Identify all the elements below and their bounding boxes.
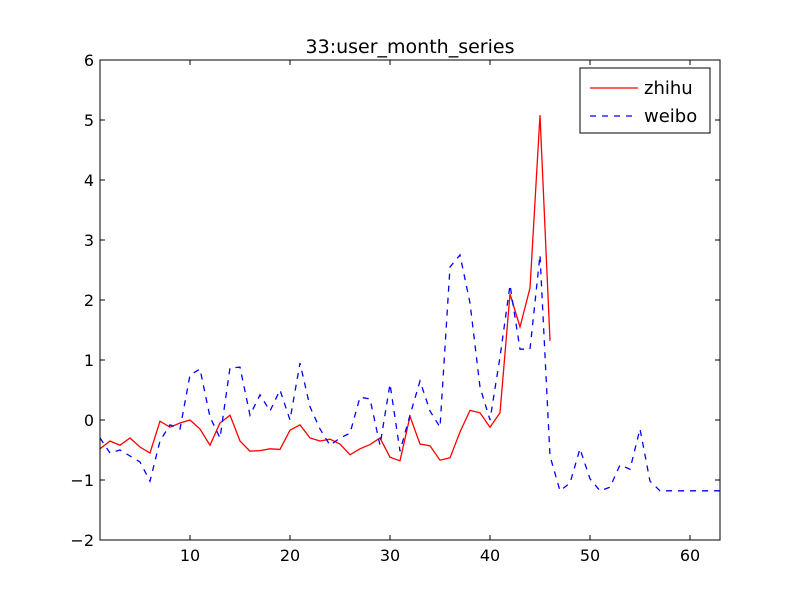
series-line-weibo xyxy=(100,253,720,492)
y-tick-label: 5 xyxy=(84,111,94,130)
x-tick-label: 40 xyxy=(480,546,500,565)
y-tick-label: −1 xyxy=(70,471,94,490)
legend-label-zhihu: zhihu xyxy=(644,78,693,99)
legend-box xyxy=(579,67,711,134)
x-tick-label: 50 xyxy=(580,546,600,565)
y-tick-label: 6 xyxy=(84,51,94,70)
y-tick-label: −2 xyxy=(70,531,94,550)
chart-title: 33:user_month_series xyxy=(306,36,515,58)
series-line-zhihu xyxy=(100,115,551,462)
x-tick-label: 10 xyxy=(180,546,200,565)
y-tick-label: 0 xyxy=(84,411,94,430)
legend: zhihu weibo xyxy=(579,67,711,134)
y-tick-label: 3 xyxy=(84,231,94,250)
x-tick-label: 20 xyxy=(280,546,300,565)
x-tick-label: 60 xyxy=(680,546,700,565)
y-tick-label: 2 xyxy=(84,291,94,310)
axis-ticks: 10 20 30 40 50 60 −2 −1 0 1 2 3 4 5 6 xyxy=(70,51,720,565)
x-tick-label: 30 xyxy=(380,546,400,565)
y-tick-label: 1 xyxy=(84,351,94,370)
y-tick-label: 4 xyxy=(84,171,94,190)
legend-label-weibo: weibo xyxy=(644,106,697,127)
